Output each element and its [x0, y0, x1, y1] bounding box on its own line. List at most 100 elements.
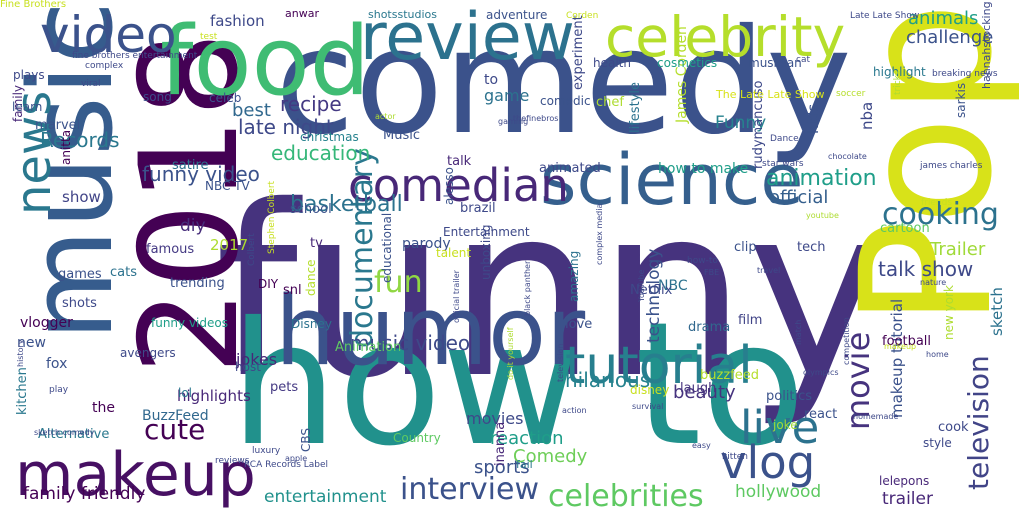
word-music-video: music video — [350, 331, 471, 355]
word-cbs: CBS — [299, 427, 313, 452]
word-satire: satire — [172, 158, 209, 173]
word-humor: humor — [275, 277, 586, 387]
word-comedian: comedian — [348, 159, 569, 212]
word-joke: joke — [773, 418, 798, 432]
word-cats: cats — [110, 265, 137, 280]
word-country: Country — [393, 431, 441, 445]
word-nbc-tv: NBC TV — [205, 179, 250, 193]
word-science: science — [540, 139, 804, 221]
word-james-corden: James Corden — [674, 26, 690, 123]
word-easy: easy — [692, 441, 711, 450]
word-diy: diy — [180, 216, 206, 236]
word-marvel: marvel — [35, 118, 81, 133]
word-react: react — [804, 407, 838, 422]
word-school: school — [290, 202, 332, 217]
word-play: play — [49, 385, 69, 395]
word-dance: Dance — [770, 134, 799, 144]
word-competition: competition — [842, 317, 851, 365]
word-history: history — [16, 339, 25, 367]
word-jokes: jokes — [236, 350, 278, 369]
word-sketch: sketch — [988, 287, 1006, 336]
word-live: live — [740, 401, 820, 454]
word-sports: sports — [474, 457, 530, 478]
word-highlights: highlights — [177, 387, 251, 405]
word-reaction: reaction — [490, 428, 564, 449]
word-style: style — [923, 436, 952, 450]
word-celebrity: celebrity — [605, 5, 846, 69]
word-gaming: gaming — [498, 117, 529, 126]
word-tech: tech — [797, 240, 826, 255]
word-makeup: makeup — [884, 342, 917, 351]
word-soccer: soccer — [836, 89, 866, 99]
word-shots: shots — [62, 296, 97, 311]
word-film: film — [738, 313, 763, 328]
word-kitten: kitten — [722, 452, 749, 462]
word-animation: animation — [766, 166, 877, 191]
word-homemade: homemade — [853, 412, 899, 421]
word-fashion: fashion — [210, 12, 265, 30]
word-comedy: Comedy — [513, 446, 588, 467]
word-buzzfeed: BuzzFeed — [142, 408, 209, 424]
word-famous: famous — [146, 242, 195, 257]
word-the: the — [92, 400, 115, 416]
word-nba: nba — [858, 101, 876, 130]
word-game: game — [484, 86, 530, 105]
word-television: television — [962, 355, 995, 490]
word-christmas: christmas — [300, 130, 359, 144]
word-video: video — [40, 6, 177, 64]
word-nbc: NBC — [658, 278, 688, 294]
word-family-friendly: family friendly — [23, 484, 146, 504]
word-cartoon: cartoon — [880, 221, 930, 236]
word-talent: talent — [436, 246, 472, 260]
word-review: review — [360, 0, 575, 75]
word-action: action — [562, 406, 587, 415]
word-reviews: reviews — [215, 456, 250, 466]
word-fine-brothers-entertainment: fine brothers entertainment — [72, 51, 198, 61]
word-lelepons: lelepons — [879, 474, 930, 488]
word-thefinebros: thefinebros — [513, 114, 559, 123]
word-viral: viral — [81, 79, 101, 89]
word-home: home — [926, 350, 949, 359]
word-corden: Corden — [566, 11, 599, 21]
word-music: Music — [383, 128, 420, 143]
word-alternative: Alternative — [38, 427, 110, 442]
word-funny: Funny — [715, 113, 767, 133]
word-fox: fox — [46, 356, 68, 372]
word-actor: actor — [375, 112, 396, 121]
word-survival: survival — [632, 402, 664, 411]
word-james-charles: james charles — [920, 161, 983, 171]
word-show: show — [62, 188, 101, 206]
word-highlight: highlight — [873, 65, 926, 79]
word-movies: movies — [466, 409, 524, 428]
word-sketch-comedy: sketch comedy — [34, 428, 95, 437]
word-travel: travel — [757, 266, 781, 275]
word-match: match — [794, 319, 803, 345]
word-brazil: brazil — [460, 201, 496, 216]
word-basketball: basketball — [290, 192, 403, 217]
word-cute: cute — [144, 413, 206, 446]
word-how-to: how-to — [687, 256, 718, 266]
word-black-panther: black panther — [523, 260, 532, 316]
word-makeup-tutorial: makeup tutorial — [888, 298, 906, 418]
word-test: test — [200, 32, 218, 42]
word-late-night: late night — [238, 115, 334, 139]
word-entertainment: Entertainment — [443, 225, 530, 239]
word-parody: parody — [402, 236, 451, 252]
word-football: football — [882, 334, 932, 349]
word-dance: dance — [304, 259, 318, 296]
word-kitchen: kitchen — [15, 367, 30, 415]
word-new-york: new york — [942, 285, 956, 340]
word-friends: friends — [921, 198, 953, 208]
word-fail: fail — [516, 458, 533, 471]
word-nature: nature — [920, 278, 947, 287]
word-recipe: recipe — [280, 92, 342, 116]
word-trending: trending — [170, 276, 225, 291]
word-funny: funny — [215, 155, 887, 430]
word-netflix: Netflix — [630, 283, 673, 298]
word-fine-brothers: Fine Brothers — [0, 0, 67, 10]
word-challenge: challenge — [906, 27, 994, 48]
word-games: games — [58, 267, 102, 282]
word-celebrities: celebrities — [548, 479, 704, 514]
word-olympics: olympics — [803, 368, 839, 377]
word-politics: politics — [766, 389, 813, 404]
